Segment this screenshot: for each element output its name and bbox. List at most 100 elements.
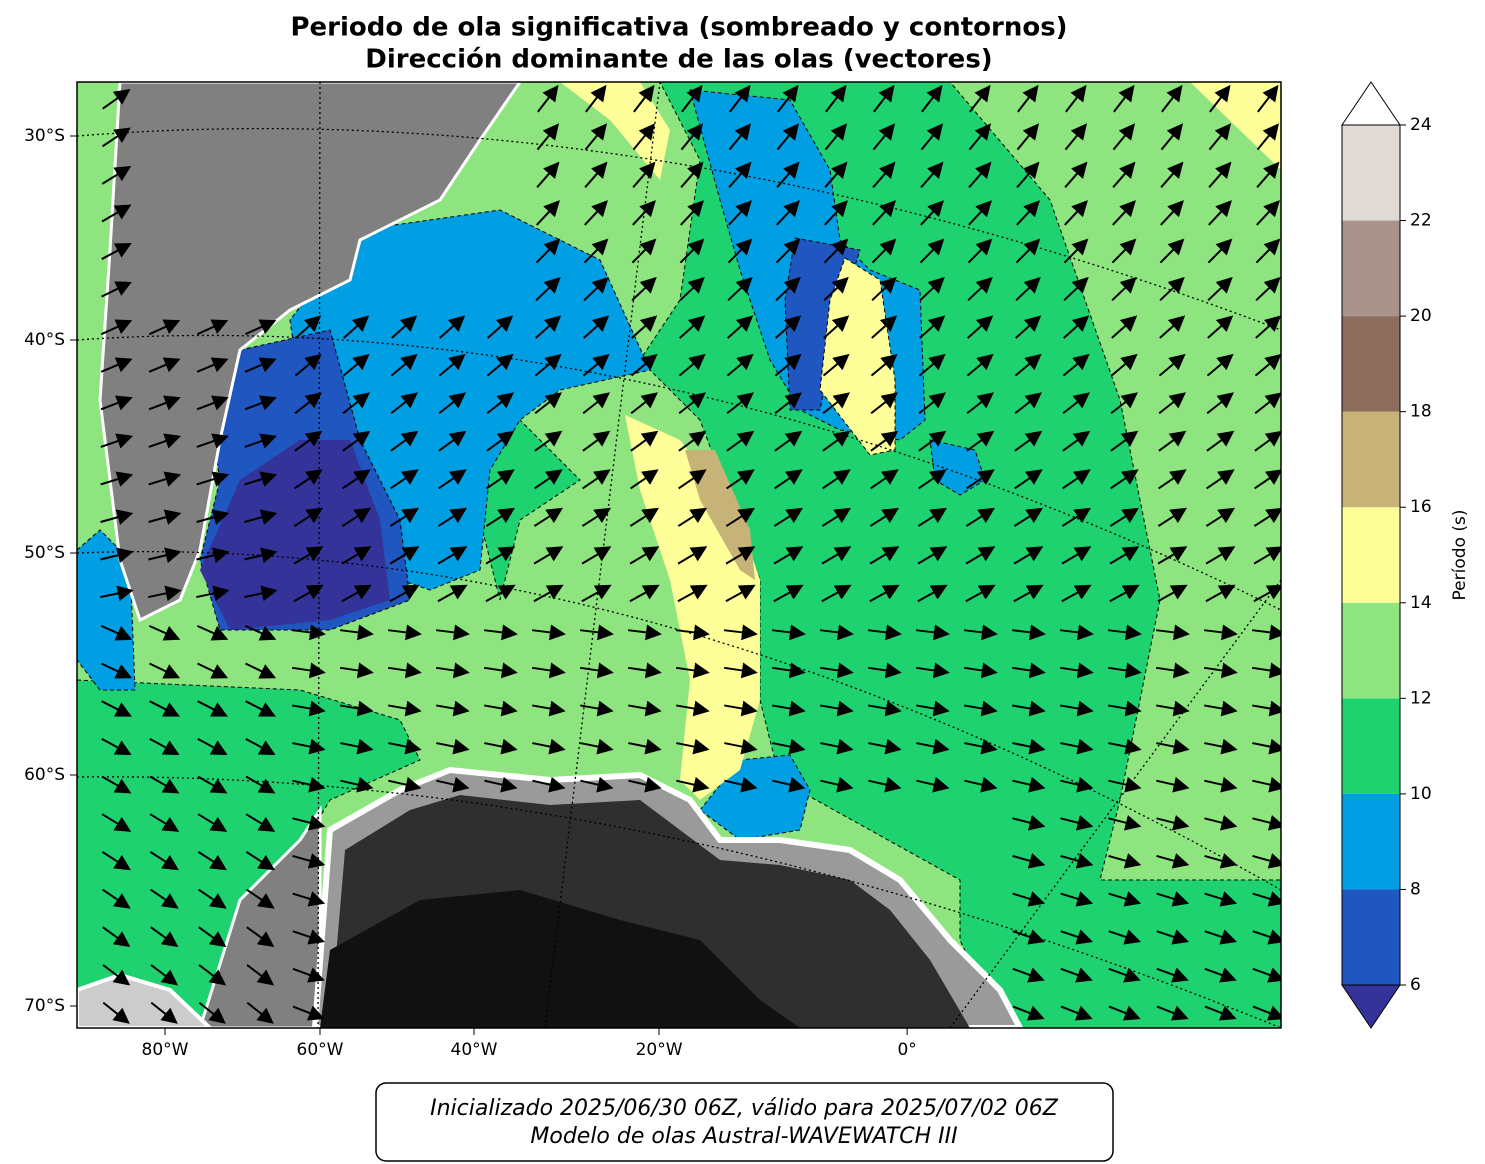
wave-vector xyxy=(1063,238,1089,264)
wave-vector xyxy=(964,776,998,793)
wave-vector xyxy=(1062,392,1090,415)
wave-vector xyxy=(871,276,897,302)
wave-vector xyxy=(148,509,182,525)
wave-vector xyxy=(1108,1005,1141,1021)
wave-vector xyxy=(1012,929,1046,945)
wave-vector xyxy=(1060,700,1094,717)
wave-vector xyxy=(1205,507,1236,527)
wave-vector xyxy=(967,238,993,264)
wave-vector xyxy=(148,395,181,411)
wave-vector xyxy=(824,161,848,188)
wave-vector xyxy=(101,204,132,223)
wave-vector xyxy=(438,469,467,490)
wave-vector xyxy=(725,507,756,527)
wave-vector xyxy=(1016,200,1040,226)
wave-vector xyxy=(679,315,706,339)
wave-vector xyxy=(436,662,470,679)
wave-vector xyxy=(1203,624,1238,641)
wave-vector xyxy=(1011,624,1046,641)
wave-vector xyxy=(777,84,799,113)
wave-vector xyxy=(246,926,275,948)
wave-vector xyxy=(196,585,230,602)
wave-vector xyxy=(1254,430,1281,452)
wave-vector xyxy=(772,700,806,717)
wave-vector xyxy=(101,281,133,298)
wave-vector xyxy=(533,584,564,603)
wave-vector xyxy=(677,546,708,565)
wave-vector xyxy=(1108,891,1142,907)
wave-vector xyxy=(632,200,656,226)
wave-vector xyxy=(534,430,563,452)
wave-vector xyxy=(678,430,707,452)
wave-vector xyxy=(1017,84,1039,113)
wave-vector xyxy=(1204,776,1238,793)
wave-vector xyxy=(438,392,466,415)
wave-vector xyxy=(439,315,466,339)
graticule-line xyxy=(77,127,1281,331)
wave-vector xyxy=(1060,853,1094,869)
wave-vector xyxy=(917,546,948,565)
wave-vector xyxy=(628,738,662,755)
wave-vector xyxy=(1110,469,1139,490)
wave-vector xyxy=(532,662,566,679)
wave-vector xyxy=(773,546,804,565)
wave-vector xyxy=(198,926,227,948)
wave-vector xyxy=(341,546,372,565)
wave-vector xyxy=(966,353,994,377)
wave-vector xyxy=(245,662,277,679)
wave-vector xyxy=(531,624,566,641)
wave-vector xyxy=(775,276,801,302)
wave-vector xyxy=(1012,700,1046,717)
wave-vector xyxy=(1156,776,1190,793)
wave-vector xyxy=(1205,546,1236,565)
graticule-line xyxy=(544,82,661,1028)
wave-vector xyxy=(1060,891,1094,907)
wave-vector xyxy=(244,509,278,525)
wave-vector xyxy=(1252,929,1281,945)
wave-vector xyxy=(1160,161,1184,188)
wave-vector xyxy=(100,357,133,373)
wave-vector xyxy=(1061,507,1092,527)
wave-vector xyxy=(436,738,470,755)
wave-vector xyxy=(101,243,132,260)
wave-vector xyxy=(1255,276,1281,302)
wave-vector xyxy=(1059,624,1094,641)
wave-vector xyxy=(435,624,470,641)
wave-vector xyxy=(100,547,134,564)
wave-vector xyxy=(1111,315,1138,339)
lat-label: 40°S xyxy=(24,330,65,350)
wave-vector xyxy=(534,392,562,415)
wave-vector xyxy=(149,737,180,756)
wave-vector xyxy=(680,161,704,188)
wave-vector xyxy=(1112,161,1136,188)
wave-vector xyxy=(820,738,854,755)
wave-vector xyxy=(339,624,374,641)
wave-vector xyxy=(244,471,278,487)
wave-vector xyxy=(388,700,422,717)
wave-vector xyxy=(1108,738,1142,755)
colorbar: 6 8 10 12 14 16 18 20 22 24 xyxy=(1341,81,1432,1029)
wave-vector xyxy=(1063,276,1089,302)
wave-vector xyxy=(1016,123,1040,151)
wave-vector xyxy=(1252,700,1281,717)
wave-vector xyxy=(1256,123,1280,151)
wave-vector xyxy=(390,469,419,490)
wave-vector xyxy=(680,123,704,151)
wave-vector xyxy=(1160,200,1184,226)
land xyxy=(98,82,522,623)
wave-vector xyxy=(292,853,326,869)
wave-vector xyxy=(1204,700,1238,717)
wave-vector xyxy=(292,814,326,831)
wave-vector xyxy=(197,662,229,679)
wave-vector xyxy=(148,624,181,641)
wave-vector xyxy=(821,584,852,603)
wave-vector xyxy=(963,624,998,641)
wave-vector xyxy=(821,546,852,565)
colorbar-bin xyxy=(1342,411,1400,508)
wave-vector xyxy=(1013,546,1044,565)
wave-vector xyxy=(293,546,324,565)
wave-vector xyxy=(149,813,180,832)
wave-vector xyxy=(246,964,275,986)
wave-vector xyxy=(631,238,657,264)
colorbar-bin xyxy=(1342,602,1400,699)
